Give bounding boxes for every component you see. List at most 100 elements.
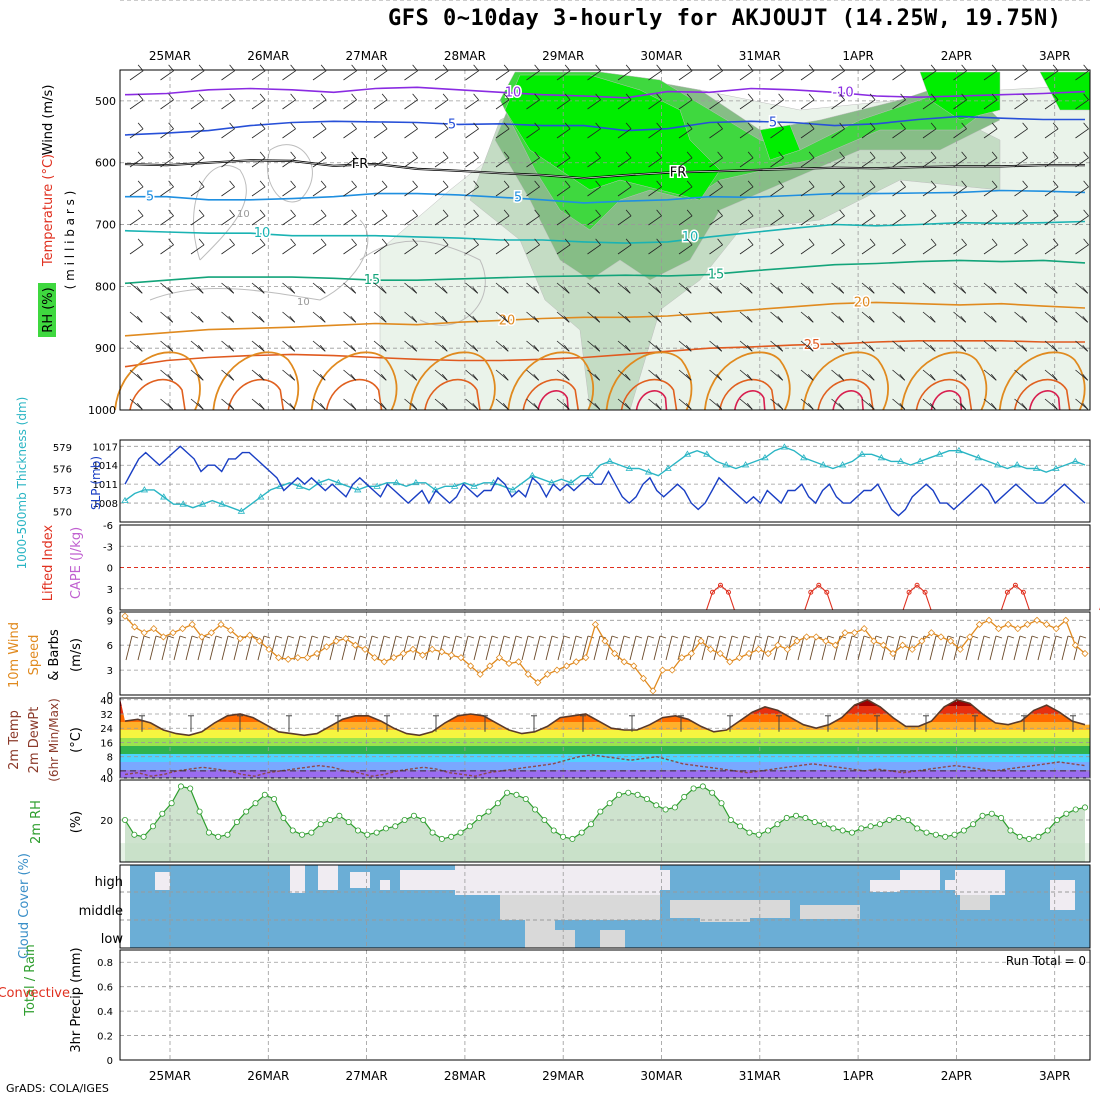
rh2m-marker (970, 821, 977, 828)
temp-band (120, 746, 1090, 754)
wind-barb-flag (778, 180, 784, 188)
wind-barb (160, 244, 174, 255)
wind-speed-marker (1023, 620, 1031, 629)
wind-barb (373, 282, 387, 294)
wind-barb (587, 282, 601, 294)
wind-barb-flag (778, 93, 784, 101)
wind-barb-flag (539, 635, 547, 639)
rh2m-marker (932, 831, 939, 838)
wind-barb (495, 215, 510, 226)
wind-barb-flag (777, 403, 784, 410)
rh2m-marker (224, 831, 231, 838)
wind-barb (129, 99, 144, 110)
thickness-marker (800, 454, 808, 461)
wind-barb-flag (1083, 180, 1089, 188)
wind-speed-marker (515, 658, 523, 666)
wind-barb (221, 369, 235, 381)
wind-barb (251, 215, 266, 226)
wind-speed-marker (332, 637, 340, 645)
wind-speed-marker (908, 645, 916, 653)
wind-speed-marker (428, 645, 436, 653)
wind-barb (678, 186, 693, 197)
rh2m-marker (476, 814, 483, 821)
wind-speed-marker (1033, 616, 1041, 624)
thickness-marker (722, 461, 730, 468)
rh2m-marker (998, 814, 1005, 821)
wind-barb (617, 311, 631, 323)
wind-barb-flag (412, 209, 418, 217)
wind-barb-flag (533, 287, 540, 294)
wind-barb (434, 398, 448, 410)
wind-barb (190, 215, 205, 226)
wind-speed-marker (726, 658, 734, 666)
wind-barb-flag (686, 151, 693, 159)
wind-barb (312, 311, 326, 323)
wind-barb (1014, 340, 1028, 352)
wind-barb-flag (595, 122, 601, 130)
wind-barb-flag (473, 180, 479, 188)
wind-barb-flag (350, 287, 357, 294)
wind-barb (983, 215, 998, 226)
thickness-marker (160, 493, 168, 500)
wind-barb-flag (472, 403, 479, 410)
wind-speed-marker (591, 620, 599, 629)
wind-barb (648, 70, 662, 81)
wind-speed-marker (927, 629, 935, 637)
li-marker (1012, 582, 1018, 588)
wind-barb (800, 369, 814, 381)
wind-barb (129, 157, 144, 168)
wind-barb-flag (716, 345, 723, 352)
wind-barb-flag (533, 316, 540, 323)
date-label-top: 1APR (842, 49, 873, 63)
wind-barb (709, 340, 723, 352)
wind-barb (709, 215, 723, 226)
wind-barb (282, 244, 296, 255)
wind-barb (929, 635, 937, 661)
wind-barb (251, 340, 265, 352)
wind-barb (1044, 157, 1059, 168)
wind-barb (251, 99, 266, 110)
wind-barb-flag (1051, 287, 1058, 294)
cloud-cell (290, 865, 305, 893)
wind-barb (648, 99, 662, 110)
wind-speed-marker (419, 651, 427, 659)
li-curve (1000, 584, 1030, 611)
wind-barb-flag (467, 635, 475, 639)
cloud-cover-label: Cloud Cover (%) (17, 853, 32, 959)
wind-barb-flag (351, 238, 357, 246)
temp-contour-label: 10 (505, 85, 522, 100)
wind-barb (251, 244, 266, 255)
wind-barb (257, 635, 265, 661)
rh2m-marker (690, 785, 697, 792)
wind-barb-flag (1022, 151, 1028, 159)
wind-barb-flag (351, 151, 357, 159)
wind-barb-flag (995, 635, 1003, 639)
minmax-label: (6hr Min/Max) (47, 698, 61, 782)
rh2m-marker (951, 831, 958, 838)
wind-barb (1044, 340, 1058, 352)
wind-barb (953, 186, 967, 197)
boundary-layer-contours (114, 351, 1086, 411)
cloud-layer-low: low (101, 932, 124, 947)
wind-barb-flag (716, 287, 723, 294)
wind-speed-marker (707, 645, 715, 653)
wind-barb-flag (656, 209, 662, 217)
temp-loop (620, 378, 678, 411)
wind-barb (343, 282, 357, 294)
wind-barb (160, 282, 174, 294)
wind-barb (770, 215, 784, 226)
rh2m-marker (550, 827, 557, 834)
rh2m-marker (746, 829, 753, 836)
wind-barb (556, 186, 571, 197)
rh2m-marker (848, 829, 855, 836)
wind-barb (343, 369, 357, 381)
wind-barb (251, 70, 266, 81)
temp-band (120, 762, 1090, 770)
wind-barb (282, 157, 296, 168)
date-label-top: 30MAR (640, 49, 682, 63)
wind-barb-flag (1022, 238, 1028, 246)
wind-barb (377, 635, 385, 661)
wind-barb (770, 186, 784, 197)
wind-barb-flag (137, 122, 144, 130)
wind-barb-flag (319, 403, 326, 410)
